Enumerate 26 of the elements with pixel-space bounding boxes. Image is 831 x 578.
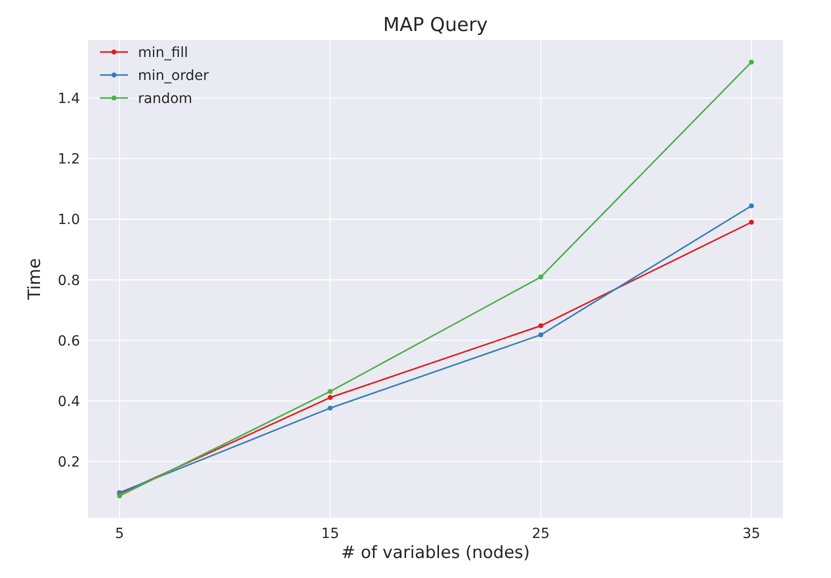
point <box>328 395 333 400</box>
y-tick-label: 0.6 <box>58 333 80 350</box>
y-tick-label: 0.2 <box>58 454 80 470</box>
x-tick-label: 25 <box>532 526 550 542</box>
y-tick-label: 1.0 <box>58 212 80 228</box>
point <box>538 323 544 328</box>
x-axis-title: # of variables (nodes) <box>341 543 530 563</box>
y-tick-label: 0.4 <box>58 394 80 410</box>
x-tick-label: 5 <box>115 526 124 542</box>
point <box>538 332 544 338</box>
x-tick-label: 35 <box>742 526 760 542</box>
y-axis-title: Time <box>25 258 45 301</box>
y-tick-label: 1.4 <box>58 91 80 108</box>
chart-title: MAP Query <box>383 14 488 36</box>
point <box>538 274 544 280</box>
legend-label: min_order <box>138 68 209 84</box>
y-tick-label: 1.2 <box>58 152 80 168</box>
legend-label: random <box>138 91 192 107</box>
x-tick-label: 15 <box>321 526 340 542</box>
y-tick-label: 0.8 <box>58 272 80 289</box>
point <box>328 388 333 394</box>
point <box>748 220 754 225</box>
point <box>748 203 754 208</box>
point <box>748 60 754 65</box>
point <box>328 406 333 411</box>
legend-label: min_fill <box>138 45 188 61</box>
